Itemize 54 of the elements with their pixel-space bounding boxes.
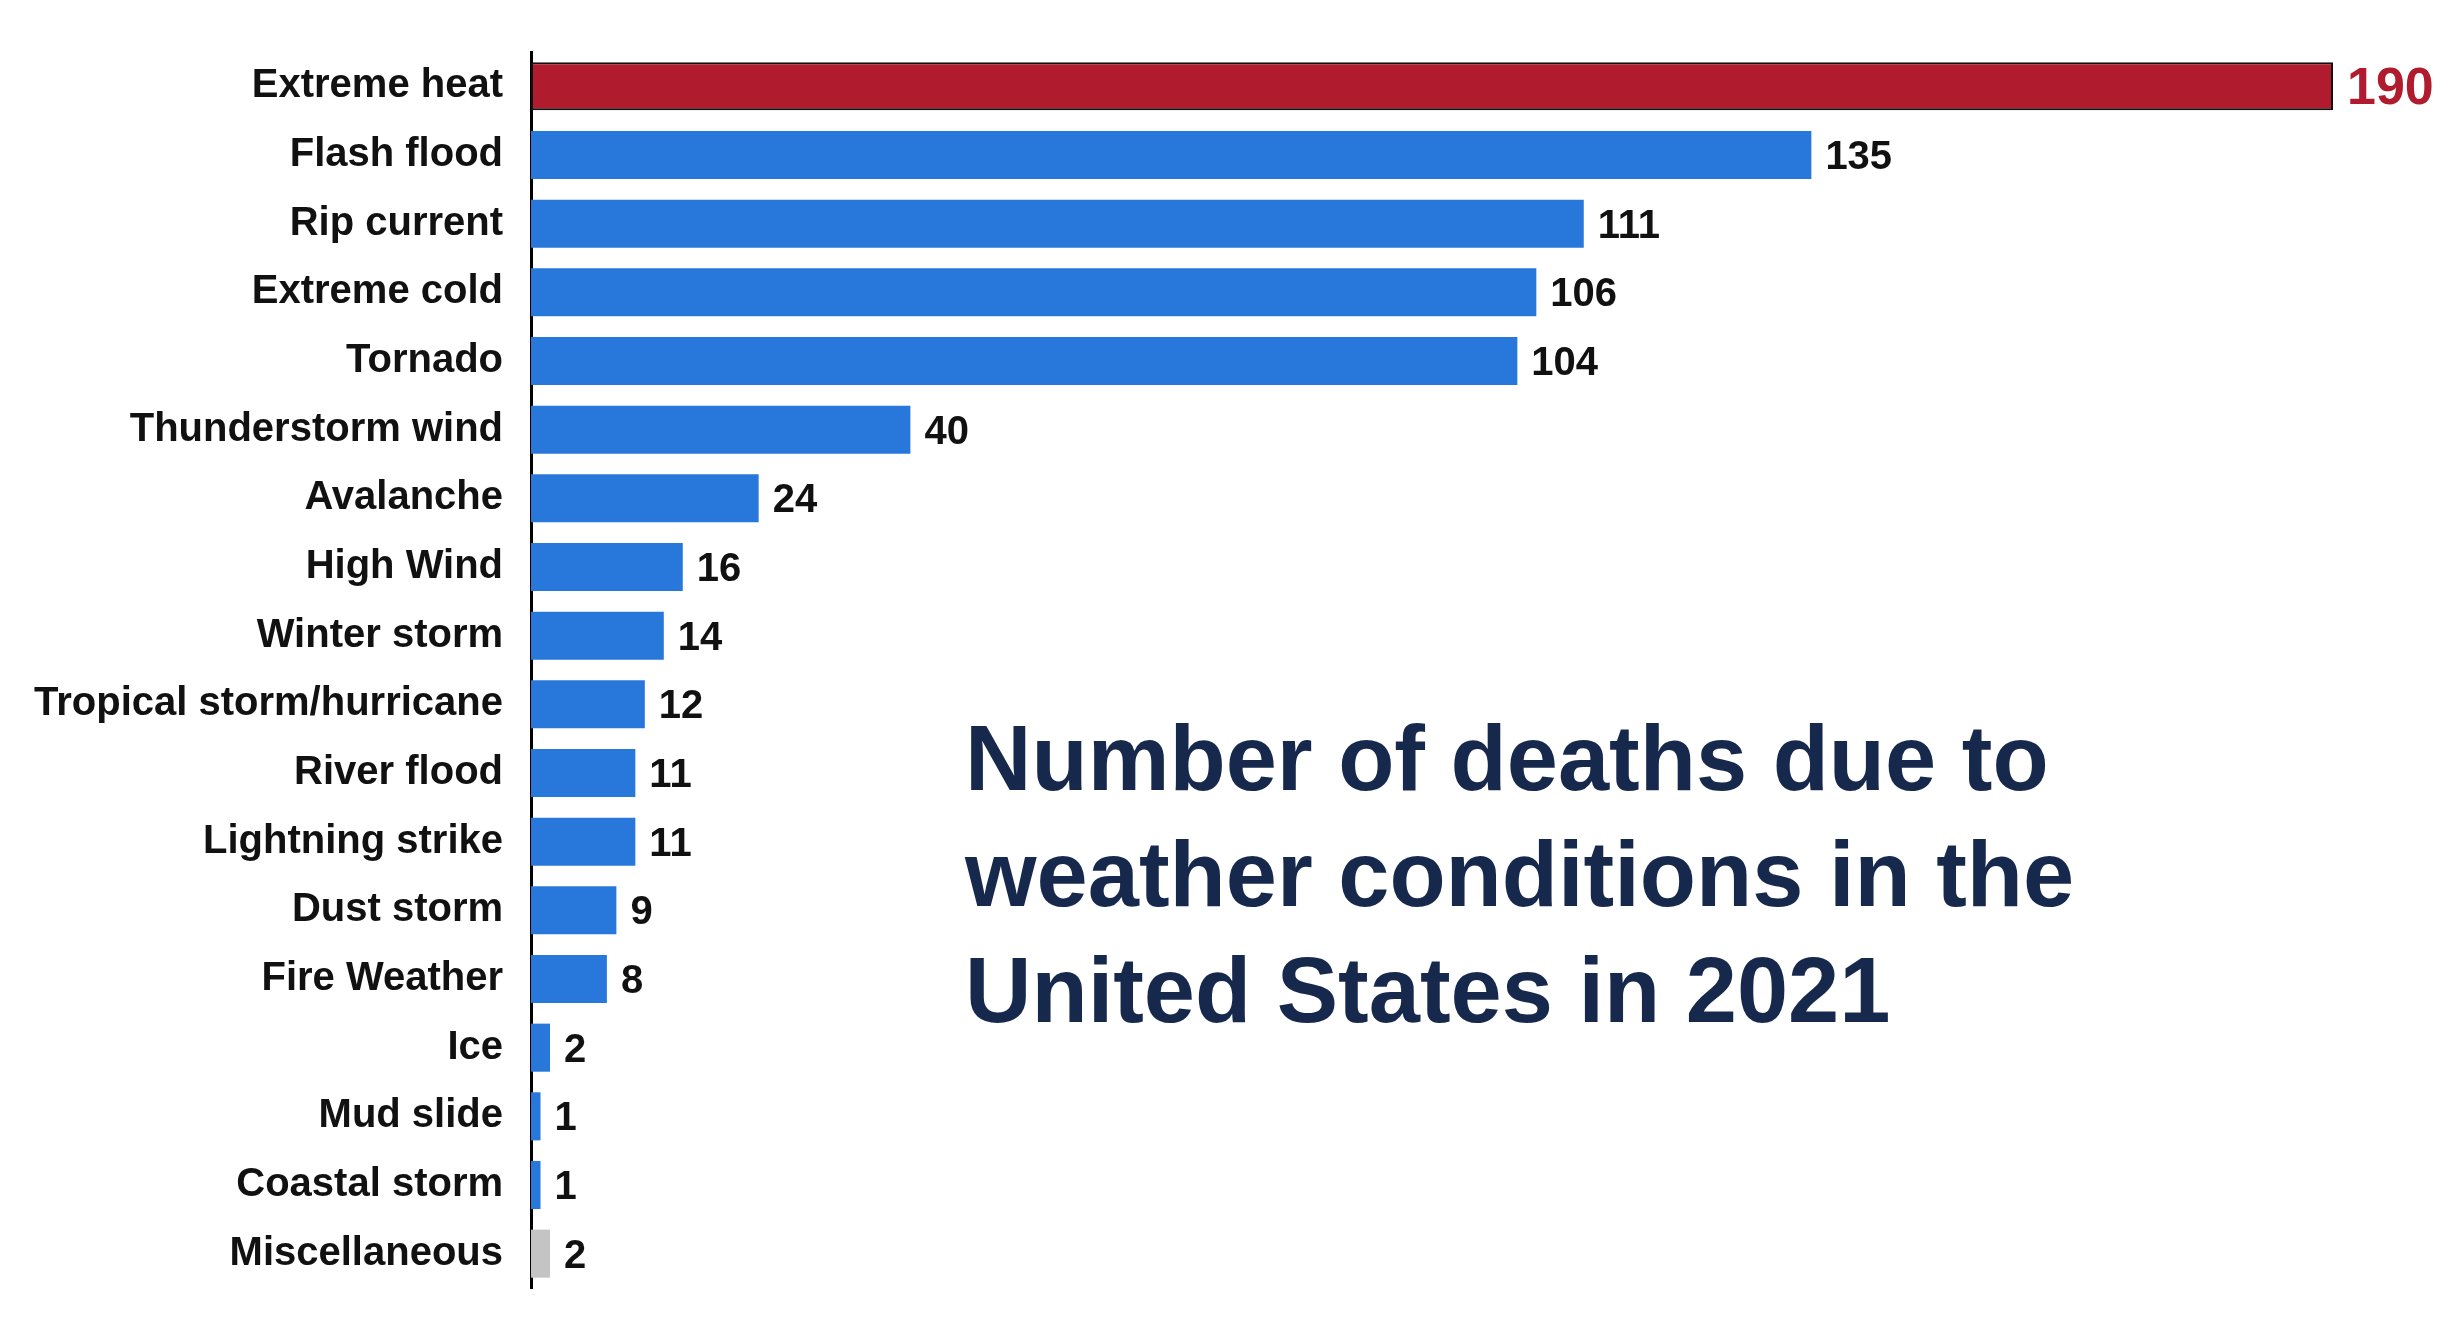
data-label: 2 bbox=[563, 1231, 587, 1276]
y-tick-label: River flood bbox=[294, 748, 504, 793]
y-tick-label: Coastal storm bbox=[236, 1160, 504, 1205]
bar bbox=[531, 1092, 541, 1141]
y-tick-label: High Wind bbox=[305, 542, 504, 587]
bar bbox=[531, 542, 683, 592]
y-tick-label: Avalanche bbox=[304, 473, 504, 518]
bar bbox=[531, 336, 1518, 386]
data-label: 9 bbox=[630, 888, 653, 933]
data-label: 11 bbox=[649, 819, 692, 864]
data-label: 14 bbox=[677, 613, 724, 658]
bar bbox=[531, 199, 1584, 248]
y-tick-label: Miscellaneous bbox=[229, 1228, 504, 1273]
y-tick-label: Ice bbox=[447, 1022, 504, 1067]
y-tick-label: Fire Weather bbox=[261, 954, 504, 999]
bar bbox=[531, 474, 759, 523]
y-tick-label: Tornado bbox=[346, 336, 504, 381]
bar bbox=[531, 954, 607, 1004]
y-tick-label: Lightning strike bbox=[203, 816, 504, 861]
data-label: 16 bbox=[696, 545, 742, 590]
bar bbox=[531, 268, 1537, 317]
y-tick-label: Rip current bbox=[289, 198, 504, 243]
bar bbox=[531, 1023, 550, 1072]
bar bbox=[531, 680, 645, 729]
bar bbox=[531, 886, 617, 935]
data-label: 2 bbox=[563, 1025, 587, 1070]
bar bbox=[531, 405, 911, 454]
data-label: 40 bbox=[924, 407, 969, 452]
bar bbox=[531, 748, 636, 798]
data-label: 12 bbox=[658, 682, 704, 727]
bar bbox=[531, 1160, 541, 1210]
text: Number of deaths due to weather conditions in the United States in 2021 bbox=[965, 706, 2076, 1043]
data-label: 135 bbox=[1825, 133, 1893, 178]
y-tick-label: Mud slide bbox=[318, 1091, 504, 1136]
data-label: 24 bbox=[772, 476, 818, 521]
data-label: 106 bbox=[1550, 270, 1618, 315]
data-label: 190 bbox=[2347, 56, 2434, 115]
bar bbox=[531, 1229, 550, 1278]
data-label: 104 bbox=[1531, 339, 1599, 384]
y-tick-label: Dust storm bbox=[291, 885, 504, 930]
y-tick-label: Extreme heat bbox=[251, 61, 504, 106]
data-label: 1 bbox=[554, 1163, 577, 1208]
bar bbox=[531, 130, 1812, 180]
y-tick-label: Extreme cold bbox=[251, 267, 504, 312]
data-label: 1 bbox=[554, 1094, 577, 1139]
data-label: 111 bbox=[1597, 201, 1661, 246]
y-tick-label: Tropical storm/hurricane bbox=[33, 679, 504, 724]
bar bbox=[531, 611, 664, 660]
bar bbox=[531, 817, 636, 866]
data-label: 8 bbox=[620, 957, 644, 1002]
data-label: 11 bbox=[649, 751, 692, 796]
y-tick-label: Thunderstorm wind bbox=[129, 404, 504, 449]
y-tick-label: Winter storm bbox=[256, 610, 504, 655]
y-tick-label: Flash flood bbox=[289, 130, 504, 175]
